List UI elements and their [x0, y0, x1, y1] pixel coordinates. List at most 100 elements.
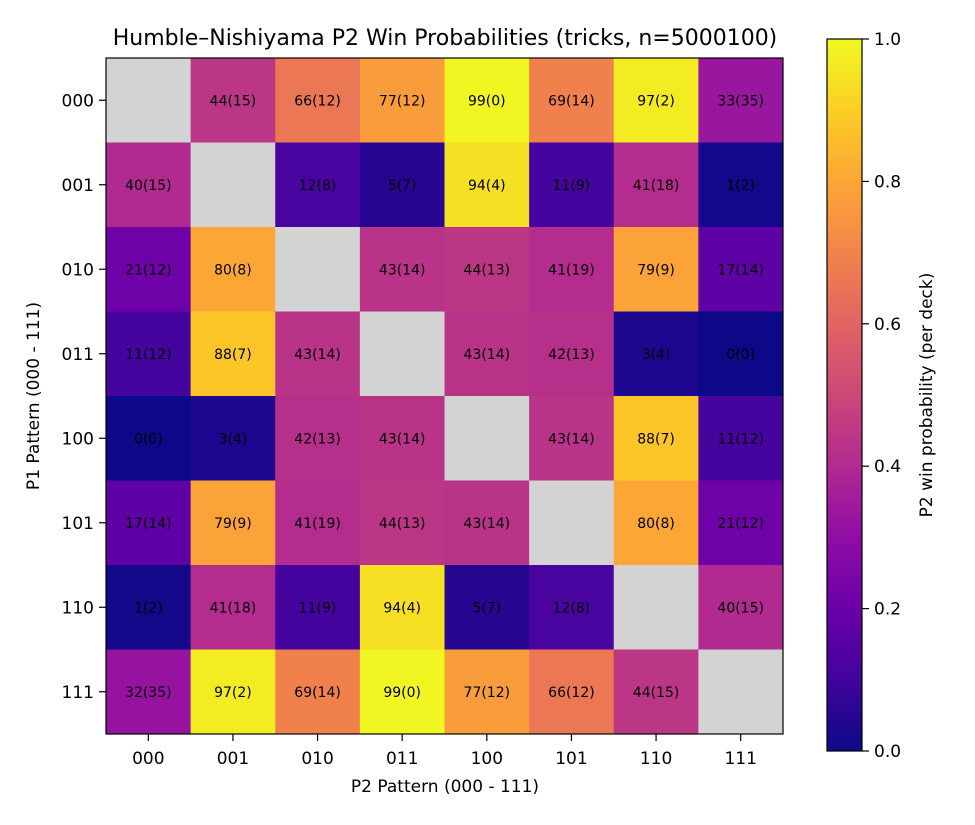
heatmap-cell [613, 142, 699, 228]
y-tick-label: 100 [62, 429, 94, 449]
colorbar-tick-label: 0.4 [874, 457, 901, 477]
heatmap-cell [359, 227, 445, 312]
heatmap-cell [106, 396, 192, 481]
heatmap-cell [444, 227, 530, 312]
heatmap-cell [190, 565, 276, 650]
colorbar-tick-label: 0.0 [874, 742, 901, 762]
heatmap-cell [359, 565, 445, 650]
cell-value-label: 5(7) [388, 178, 417, 194]
x-tick-label: 000 [132, 749, 164, 769]
x-axis-ticks: 000 001 010 011 100 101 110 111 [132, 734, 757, 769]
heatmap-cell [275, 142, 361, 228]
heatmap-cell [106, 227, 192, 312]
cell-value-label: 21(12) [717, 516, 764, 532]
cell-value-label: 99(0) [383, 685, 421, 701]
cell-value-label: 79(9) [637, 262, 675, 278]
cell-value-label: 66(12) [294, 93, 341, 109]
heatmap-cell [275, 480, 361, 566]
heatmap-cell [106, 58, 192, 143]
cell-value-label: 40(15) [125, 178, 172, 194]
cell-value-label: 17(14) [125, 516, 172, 532]
heatmap-cell [698, 227, 784, 312]
cell-value-label: 69(14) [548, 93, 595, 109]
cell-value-label: 5(7) [472, 600, 501, 616]
heatmap-cell [613, 311, 699, 397]
heatmap-cell [275, 649, 361, 735]
heatmap-cell [190, 142, 276, 228]
x-tick-label: 110 [640, 749, 672, 769]
heatmap-cell [190, 480, 276, 566]
colorbar-tick-label: 0.6 [874, 315, 901, 335]
heatmap-cell [275, 396, 361, 481]
heatmap-cell [529, 649, 615, 735]
heatmap-cell [698, 396, 784, 481]
cell-value-label: 44(15) [210, 93, 257, 109]
cell-value-label: 80(8) [214, 262, 252, 278]
cell-value-label: 40(15) [717, 600, 764, 616]
heatmap-cell [359, 142, 445, 228]
cell-value-label: 21(12) [125, 262, 172, 278]
x-tick-label: 101 [555, 749, 587, 769]
colorbar [826, 38, 863, 752]
chart-title: Humble–Nishiyama P2 Win Probabilities (t… [113, 26, 778, 51]
heatmap-cell [698, 565, 784, 650]
heatmap-cell [529, 480, 615, 566]
cell-value-label: 44(13) [464, 262, 511, 278]
heatmap-cell [444, 565, 530, 650]
heatmap-cell [190, 311, 276, 397]
heatmap-cell [613, 480, 699, 566]
heatmap-cell [444, 58, 530, 143]
heatmap-cell [106, 649, 192, 735]
heatmap-cell [529, 58, 615, 143]
heatmap-cell [529, 565, 615, 650]
cell-value-label: 3(4) [219, 431, 248, 447]
heatmap-cell [529, 227, 615, 312]
heatmap-cell [613, 396, 699, 481]
cell-value-label: 94(4) [383, 600, 421, 616]
heatmap-cell [275, 58, 361, 143]
cell-value-label: 43(14) [294, 347, 341, 363]
cell-value-label: 80(8) [637, 516, 675, 532]
y-tick-label: 101 [62, 514, 94, 534]
cell-value-label: 97(2) [637, 93, 675, 109]
heatmap-cell [444, 480, 530, 566]
y-tick-label: 011 [62, 345, 94, 365]
colorbar-tick-label: 0.8 [874, 172, 901, 192]
cell-value-label: 69(14) [294, 685, 341, 701]
cell-value-label: 1(2) [726, 178, 755, 194]
heatmap-cell [106, 565, 192, 650]
cell-value-label: 88(7) [214, 347, 252, 363]
cell-value-label: 99(0) [468, 93, 506, 109]
cell-value-label: 88(7) [637, 431, 675, 447]
heatmap-cell [275, 311, 361, 397]
cell-value-label: 0(0) [726, 347, 755, 363]
y-tick-label: 000 [62, 91, 94, 111]
cell-value-label: 44(15) [633, 685, 680, 701]
heatmap-cell [529, 396, 615, 481]
cell-value-label: 11(9) [553, 178, 591, 194]
cell-value-label: 77(12) [464, 685, 511, 701]
cell-value-label: 11(12) [717, 431, 764, 447]
cell-value-label: 32(35) [125, 685, 172, 701]
cell-value-label: 41(18) [210, 600, 257, 616]
heatmap-cell [106, 480, 192, 566]
cell-value-label: 94(4) [468, 178, 506, 194]
heatmap-cell [359, 58, 445, 143]
heatmap-cell [698, 311, 784, 397]
x-tick-label: 010 [301, 749, 333, 769]
heatmap-cells [106, 58, 784, 735]
cell-value-label: 42(13) [294, 431, 341, 447]
cell-value-label: 43(14) [464, 347, 511, 363]
heatmap-cell [613, 649, 699, 735]
heatmap-cell [190, 396, 276, 481]
cell-value-label: 33(35) [717, 93, 764, 109]
x-tick-label: 111 [724, 749, 756, 769]
heatmap-cell [359, 649, 445, 735]
y-tick-label: 001 [62, 176, 94, 196]
cell-value-label: 1(2) [134, 600, 163, 616]
cell-value-label: 0(0) [134, 431, 163, 447]
plot-frame [105, 57, 784, 735]
heatmap-cell [444, 396, 530, 481]
cell-value-label: 41(18) [633, 178, 680, 194]
